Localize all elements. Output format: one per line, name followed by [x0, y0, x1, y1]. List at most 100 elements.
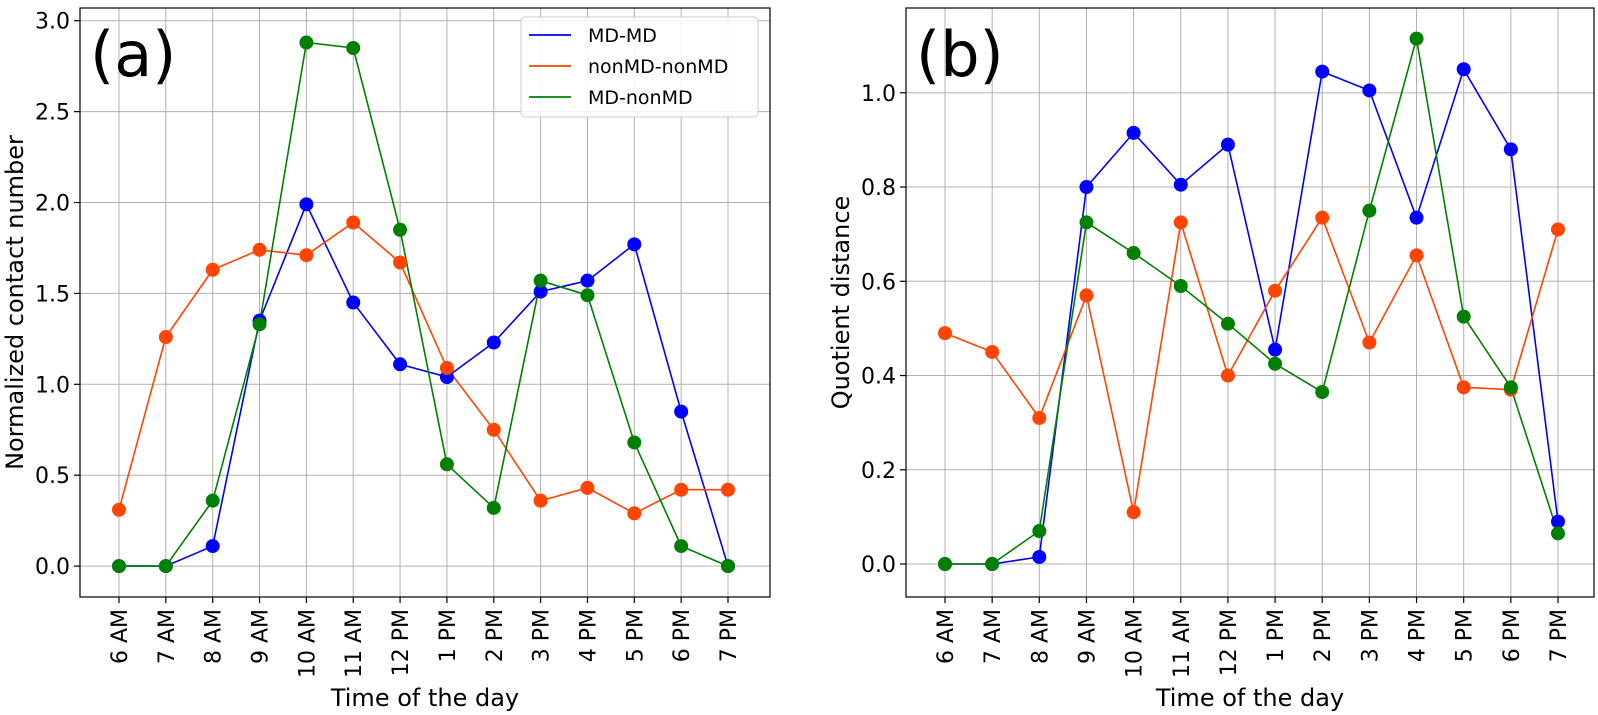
- x-tick-label: 7 PM: [717, 609, 742, 662]
- y-tick-label: 0.4: [861, 365, 896, 390]
- data-point-nonMD-nonMD: [1362, 335, 1377, 350]
- data-point-MD-nonMD: [439, 457, 454, 472]
- series-line-MD-nonMD: [945, 38, 1559, 565]
- data-point-MD-nonMD: [1551, 526, 1565, 541]
- data-point-nonMD-nonMD: [1315, 210, 1330, 225]
- data-point-MD-nonMD: [1456, 309, 1471, 324]
- series-line-MD-nonMD: [119, 41, 729, 567]
- x-tick-label: 12 PM: [1217, 609, 1242, 676]
- data-point-MD-MD: [1551, 514, 1565, 529]
- x-tick-label: 11 AM: [1170, 609, 1195, 678]
- data-point-nonMD-nonMD: [112, 502, 126, 517]
- data-point-nonMD-nonMD: [674, 482, 689, 497]
- data-point-MD-nonMD: [1220, 316, 1235, 331]
- x-tick-label: 7 AM: [981, 609, 1006, 664]
- data-point-MD-MD: [1079, 180, 1094, 195]
- data-point-MD-nonMD: [1173, 279, 1188, 294]
- data-point-MD-nonMD: [346, 40, 361, 55]
- data-point-MD-MD: [346, 295, 361, 310]
- data-point-nonMD-nonMD: [1551, 222, 1565, 237]
- legend-entry: MD-nonMD: [588, 87, 693, 109]
- series-line-MD-MD: [945, 67, 1559, 565]
- x-tick-label: 9 AM: [1075, 609, 1100, 664]
- data-point-MD-nonMD: [1315, 385, 1330, 400]
- x-tick-label: 6 PM: [670, 609, 695, 662]
- y-tick-label: 0.5: [35, 464, 70, 489]
- data-point-nonMD-nonMD: [439, 360, 454, 375]
- series-line-nonMD-nonMD: [944, 215, 1559, 513]
- data-point-MD-nonMD: [985, 557, 1000, 572]
- x-tick-label: 7 PM: [1547, 609, 1572, 662]
- plot-frame: [905, 7, 1595, 598]
- data-point-MD-MD: [1456, 62, 1471, 77]
- y-tick-label: 1.0: [861, 82, 896, 107]
- data-point-MD-MD: [1315, 64, 1330, 79]
- data-point-MD-MD: [580, 273, 595, 288]
- data-point-nonMD-nonMD: [533, 493, 548, 508]
- data-point-MD-nonMD: [674, 539, 689, 554]
- data-point-nonMD-nonMD: [580, 480, 595, 495]
- data-point-MD-nonMD: [299, 35, 314, 50]
- series-line-MD-MD: [119, 202, 729, 567]
- x-tick-label: 10 AM: [1123, 609, 1148, 678]
- data-point-MD-MD: [674, 404, 689, 419]
- x-tick-label: 5 PM: [1453, 609, 1478, 662]
- data-point-nonMD-nonMD: [1126, 505, 1141, 520]
- data-point-nonMD-nonMD: [252, 242, 267, 257]
- data-point-MD-nonMD: [393, 222, 408, 237]
- data-point-MD-MD: [1268, 342, 1283, 357]
- data-point-nonMD-nonMD: [1079, 288, 1094, 303]
- data-point-nonMD-nonMD: [486, 422, 501, 437]
- x-tick-label: 6 AM: [934, 609, 959, 664]
- data-point-MD-nonMD: [580, 288, 595, 303]
- x-tick-label: 8 AM: [202, 609, 227, 664]
- data-point-MD-MD: [1126, 125, 1141, 140]
- data-point-MD-MD: [393, 357, 408, 372]
- panel-label: (a): [90, 18, 176, 91]
- y-tick-label: 1.0: [35, 373, 70, 398]
- x-tick-label: 6 AM: [108, 609, 133, 664]
- x-tick-label: 4 PM: [576, 609, 601, 662]
- y-tick-label: 0.0: [861, 553, 896, 578]
- data-point-MD-nonMD: [1503, 380, 1518, 395]
- data-point-nonMD-nonMD: [1220, 368, 1235, 383]
- data-point-nonMD-nonMD: [346, 215, 361, 230]
- x-tick-label: 1 PM: [436, 609, 461, 662]
- x-tick-label: 12 PM: [389, 609, 414, 676]
- data-point-nonMD-nonMD: [393, 255, 408, 270]
- x-tick-label: 1 PM: [1264, 609, 1289, 662]
- data-point-MD-MD: [486, 335, 501, 350]
- legend: MD-MD nonMD-nonMD MD-nonMD: [520, 16, 759, 118]
- data-point-MD-nonMD: [1362, 203, 1377, 218]
- y-tick-label: 2.0: [35, 192, 70, 217]
- data-point-MD-MD: [299, 197, 314, 212]
- x-axis-label: Time of the day: [330, 684, 519, 712]
- data-point-MD-MD: [1032, 549, 1047, 564]
- data-point-MD-nonMD: [627, 435, 642, 450]
- data-point-MD-nonMD: [486, 500, 501, 515]
- y-axis-label: Quotient distance: [827, 196, 855, 410]
- y-tick-label: 3.0: [35, 10, 70, 35]
- y-tick-label: 0.6: [861, 270, 896, 295]
- data-point-MD-nonMD: [1079, 215, 1094, 230]
- y-tick-label: 0.8: [861, 176, 896, 201]
- x-tick-label: 6 PM: [1500, 609, 1525, 662]
- data-point-MD-MD: [205, 539, 220, 554]
- plot-frame: [79, 7, 771, 598]
- y-axis-label: Normalized contact number: [1, 135, 29, 470]
- data-point-MD-MD: [1503, 142, 1518, 157]
- x-tick-label: 10 AM: [295, 609, 320, 678]
- y-tick-label: 2.5: [35, 101, 70, 126]
- y-tick-label: 0.0: [35, 555, 70, 580]
- x-tick-label: 7 AM: [155, 609, 180, 664]
- data-point-nonMD-nonMD: [627, 506, 642, 521]
- data-point-nonMD-nonMD: [299, 248, 314, 263]
- data-point-nonMD-nonMD: [938, 326, 952, 341]
- data-point-MD-nonMD: [1126, 246, 1141, 261]
- data-point-MD-MD: [1220, 137, 1235, 152]
- data-point-nonMD-nonMD: [1268, 283, 1283, 298]
- data-point-nonMD-nonMD: [158, 330, 173, 345]
- data-point-MD-MD: [533, 284, 548, 299]
- data-point-MD-nonMD: [205, 493, 220, 508]
